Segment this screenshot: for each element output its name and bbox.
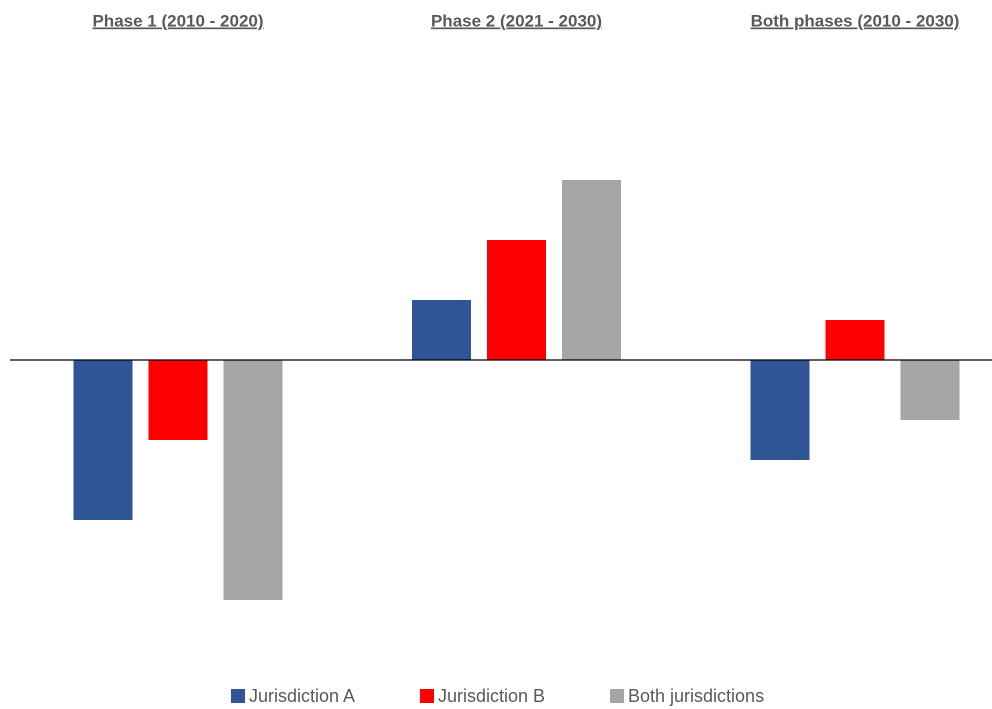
legend-swatch: [231, 689, 245, 703]
legend-swatch: [610, 689, 624, 703]
bar: [900, 360, 960, 420]
legend-swatch: [420, 689, 434, 703]
bar: [148, 360, 208, 440]
bar: [223, 360, 283, 600]
bar: [750, 360, 810, 460]
bar: [825, 320, 885, 360]
legend-label: Both jurisdictions: [628, 686, 764, 706]
legend-label: Jurisdiction B: [438, 686, 545, 706]
bar: [73, 360, 133, 520]
category-label: Phase 2 (2021 - 2030): [431, 11, 602, 30]
category-label: Both phases (2010 - 2030): [751, 11, 960, 30]
bar: [412, 300, 471, 360]
category-label: Phase 1 (2010 - 2020): [92, 11, 263, 30]
bar: [562, 180, 621, 360]
bar: [487, 240, 546, 360]
legend-label: Jurisdiction A: [249, 686, 355, 706]
